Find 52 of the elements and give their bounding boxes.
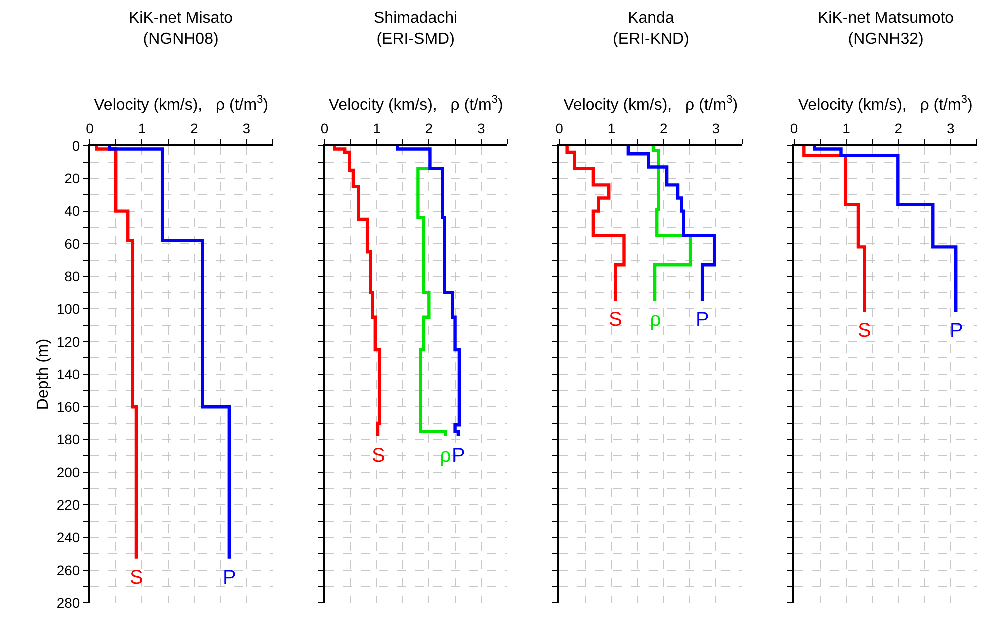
x-tick-label: 3 — [712, 120, 720, 136]
x-tick-label: 0 — [790, 120, 798, 136]
x-tick-label: 3 — [477, 120, 486, 136]
series-label: S — [372, 445, 386, 467]
y-tick-label: 140 — [56, 366, 80, 382]
series-label: S — [130, 567, 144, 589]
series-label: P — [223, 567, 236, 589]
series-label: ρ — [440, 445, 452, 467]
series-label: ρ — [650, 309, 662, 331]
series-label: S — [858, 320, 872, 342]
x-tick-label: 2 — [660, 120, 668, 136]
x-axis-title: Velocity (km/s), ρ (t/m$^{3}$) — [564, 94, 738, 114]
x-tick-label: 0 — [320, 120, 329, 136]
y-tick-label: 160 — [56, 399, 80, 416]
y-tick-label: 100 — [56, 301, 80, 318]
y-tick-label: 20 — [64, 170, 80, 187]
series-label: P — [452, 445, 466, 467]
x-tick-label: 0 — [86, 120, 94, 136]
series-label: P — [696, 309, 710, 331]
y-tick-label: 120 — [56, 334, 80, 350]
series-label: P — [950, 320, 964, 342]
x-tick-label: 0 — [556, 120, 564, 136]
x-tick-label: 2 — [190, 120, 199, 136]
y-tick-label: 40 — [64, 203, 80, 220]
y-axis-title: Depth (m) — [35, 338, 52, 410]
line-series — [95, 146, 138, 561]
x-tick-label: 3 — [242, 120, 251, 136]
y-tick-label: 280 — [56, 594, 80, 611]
x-tick-label: 3 — [946, 120, 955, 136]
x-tick-label: 2 — [894, 120, 903, 136]
y-tick-label: 80 — [64, 268, 80, 284]
chart-title: KiK-net Misato (NGNH08) — [129, 10, 234, 48]
x-tick-label: 2 — [425, 120, 434, 136]
y-tick-label: 240 — [56, 530, 80, 546]
x-tick-label: 1 — [373, 120, 382, 136]
y-tick-label: 0 — [72, 138, 80, 154]
chart-title: KiK-net Matsumoto (NGNH32) — [818, 10, 954, 48]
x-axis-title: Velocity (km/s), ρ (t/m$^{3}$) — [798, 94, 973, 114]
chart-title: Kanda (ERI-KND) — [613, 10, 690, 48]
series-label: S — [609, 309, 622, 331]
x-tick-label: 1 — [842, 120, 851, 136]
x-axis-title: Velocity (km/s), ρ (t/m$^{3}$) — [328, 94, 504, 114]
y-tick-label: 200 — [56, 464, 80, 480]
y-tick-label: 260 — [56, 562, 80, 578]
line-series — [108, 146, 232, 561]
x-axis-title: Velocity (km/s), ρ (t/m$^{3}$) — [94, 94, 269, 114]
y-tick-label: 180 — [56, 432, 80, 448]
y-tick-label: 60 — [64, 236, 80, 252]
x-tick-label: 1 — [608, 120, 616, 136]
chart-title: Shimadachi (ERI-SMD) — [374, 10, 458, 48]
y-tick-label: 220 — [56, 496, 80, 513]
x-tick-label: 1 — [138, 120, 146, 136]
